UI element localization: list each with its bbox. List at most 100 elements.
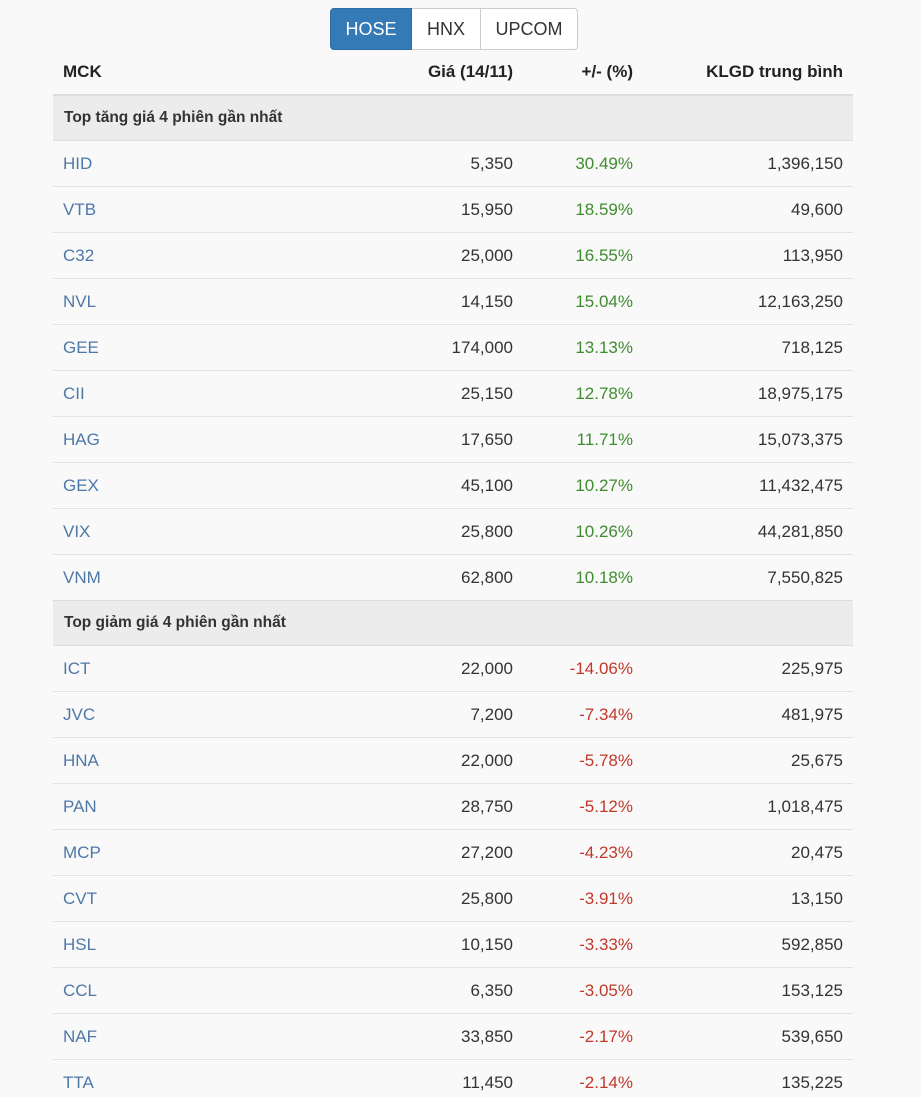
stock-table: MCK Giá (14/11) +/- (%) KLGD trung bình …: [53, 50, 853, 1097]
table-row: CVT 25,800 -3.91% 13,150: [53, 875, 853, 922]
price-cell: 25,000: [263, 232, 523, 279]
table-body: Top tăng giá 4 phiên gần nhất HID 5,350 30.…: [53, 94, 853, 1097]
ticker-link[interactable]: HNA: [53, 737, 263, 784]
table-row: CCL 6,350 -3.05% 153,125: [53, 967, 853, 1014]
table-row: HNA 22,000 -5.78% 25,675: [53, 737, 853, 784]
price-cell: 25,800: [263, 508, 523, 555]
change-cell: -14.06%: [523, 645, 643, 692]
volume-cell: 12,163,250: [643, 278, 853, 325]
group-title: Top giảm giá 4 phiên gần nhất: [53, 600, 853, 646]
price-cell: 45,100: [263, 462, 523, 509]
change-cell: -7.34%: [523, 691, 643, 738]
price-cell: 33,850: [263, 1013, 523, 1060]
ticker-link[interactable]: HSL: [53, 921, 263, 968]
ticker-link[interactable]: NAF: [53, 1013, 263, 1060]
volume-cell: 20,475: [643, 829, 853, 876]
table-row: JVC 7,200 -7.34% 481,975: [53, 691, 853, 738]
volume-cell: 13,150: [643, 875, 853, 922]
price-cell: 28,750: [263, 783, 523, 830]
ticker-link[interactable]: TTA: [53, 1059, 263, 1097]
table-row: GEX 45,100 10.27% 11,432,475: [53, 462, 853, 509]
volume-cell: 25,675: [643, 737, 853, 784]
price-cell: 5,350: [263, 140, 523, 187]
price-cell: 17,650: [263, 416, 523, 463]
ticker-link[interactable]: HID: [53, 140, 263, 187]
table-row: VTB 15,950 18.59% 49,600: [53, 186, 853, 233]
ticker-link[interactable]: GEX: [53, 462, 263, 509]
header-change: +/- (%): [523, 50, 643, 96]
group-header-row: Top giảm giá 4 phiên gần nhất: [53, 600, 853, 646]
volume-cell: 15,073,375: [643, 416, 853, 463]
ticker-link[interactable]: VTB: [53, 186, 263, 233]
group-header-row: Top tăng giá 4 phiên gần nhất: [53, 94, 853, 141]
exchange-tabs: HOSE HNX UPCOM: [330, 8, 578, 50]
price-cell: 10,150: [263, 921, 523, 968]
change-cell: -2.17%: [523, 1013, 643, 1060]
volume-cell: 44,281,850: [643, 508, 853, 555]
group-title: Top tăng giá 4 phiên gần nhất: [53, 94, 853, 141]
volume-cell: 11,432,475: [643, 462, 853, 509]
table-row: TTA 11,450 -2.14% 135,225: [53, 1059, 853, 1097]
change-cell: -2.14%: [523, 1059, 643, 1097]
table-row: HSL 10,150 -3.33% 592,850: [53, 921, 853, 968]
table-row: VIX 25,800 10.26% 44,281,850: [53, 508, 853, 555]
price-cell: 22,000: [263, 645, 523, 692]
change-cell: 11.71%: [523, 416, 643, 463]
tab-hose[interactable]: HOSE: [330, 8, 412, 50]
table-row: CII 25,150 12.78% 18,975,175: [53, 370, 853, 417]
price-cell: 7,200: [263, 691, 523, 738]
ticker-link[interactable]: CCL: [53, 967, 263, 1014]
change-cell: -3.91%: [523, 875, 643, 922]
change-cell: -5.12%: [523, 783, 643, 830]
volume-cell: 225,975: [643, 645, 853, 692]
header-volume: KLGD trung bình: [643, 50, 853, 96]
table-row: NAF 33,850 -2.17% 539,650: [53, 1013, 853, 1060]
ticker-link[interactable]: CVT: [53, 875, 263, 922]
change-cell: 15.04%: [523, 278, 643, 325]
ticker-link[interactable]: CII: [53, 370, 263, 417]
volume-cell: 539,650: [643, 1013, 853, 1060]
table-row: C32 25,000 16.55% 113,950: [53, 232, 853, 279]
table-row: VNM 62,800 10.18% 7,550,825: [53, 554, 853, 601]
header-mck: MCK: [53, 50, 263, 96]
volume-cell: 18,975,175: [643, 370, 853, 417]
volume-cell: 113,950: [643, 232, 853, 279]
volume-cell: 135,225: [643, 1059, 853, 1097]
change-cell: 18.59%: [523, 186, 643, 233]
change-cell: 12.78%: [523, 370, 643, 417]
ticker-link[interactable]: VIX: [53, 508, 263, 555]
table-row: HID 5,350 30.49% 1,396,150: [53, 140, 853, 187]
change-cell: 10.18%: [523, 554, 643, 601]
tab-hnx[interactable]: HNX: [411, 8, 481, 50]
price-cell: 25,150: [263, 370, 523, 417]
ticker-link[interactable]: PAN: [53, 783, 263, 830]
ticker-link[interactable]: JVC: [53, 691, 263, 738]
ticker-link[interactable]: NVL: [53, 278, 263, 325]
ticker-link[interactable]: VNM: [53, 554, 263, 601]
volume-cell: 153,125: [643, 967, 853, 1014]
ticker-link[interactable]: C32: [53, 232, 263, 279]
ticker-link[interactable]: ICT: [53, 645, 263, 692]
price-cell: 27,200: [263, 829, 523, 876]
table-row: MCP 27,200 -4.23% 20,475: [53, 829, 853, 876]
change-cell: -3.05%: [523, 967, 643, 1014]
tab-upcom[interactable]: UPCOM: [480, 8, 578, 50]
ticker-link[interactable]: MCP: [53, 829, 263, 876]
volume-cell: 481,975: [643, 691, 853, 738]
ticker-link[interactable]: HAG: [53, 416, 263, 463]
volume-cell: 592,850: [643, 921, 853, 968]
price-cell: 174,000: [263, 324, 523, 371]
change-cell: 16.55%: [523, 232, 643, 279]
table-row: ICT 22,000 -14.06% 225,975: [53, 645, 853, 692]
change-cell: -3.33%: [523, 921, 643, 968]
volume-cell: 1,396,150: [643, 140, 853, 187]
ticker-link[interactable]: GEE: [53, 324, 263, 371]
volume-cell: 7,550,825: [643, 554, 853, 601]
price-cell: 11,450: [263, 1059, 523, 1097]
table-row: GEE 174,000 13.13% 718,125: [53, 324, 853, 371]
change-cell: 10.27%: [523, 462, 643, 509]
change-cell: -5.78%: [523, 737, 643, 784]
volume-cell: 718,125: [643, 324, 853, 371]
table-row: PAN 28,750 -5.12% 1,018,475: [53, 783, 853, 830]
table-row: NVL 14,150 15.04% 12,163,250: [53, 278, 853, 325]
